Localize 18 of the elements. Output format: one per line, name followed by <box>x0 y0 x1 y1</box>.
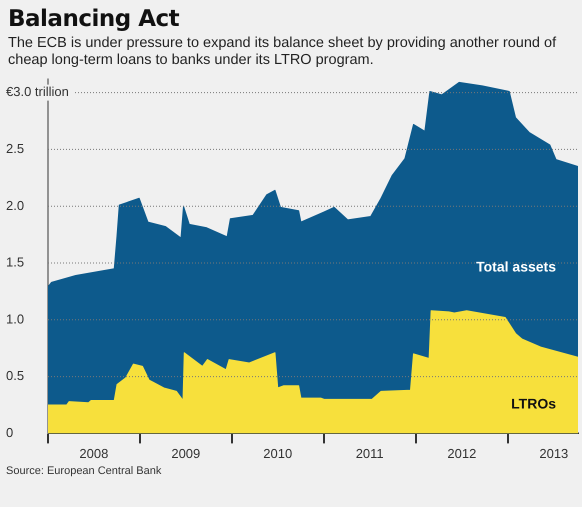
y-tick-label: €3.0 trillion <box>6 84 69 100</box>
y-tick-label: 1.0 <box>6 311 24 326</box>
y-tick-label: 0.5 <box>6 368 24 384</box>
x-tick-label: 2012 <box>447 446 476 461</box>
y-tick-label: 2.5 <box>6 141 24 156</box>
series-label: Total assets <box>476 258 556 274</box>
x-tick-label: 2011 <box>356 446 384 461</box>
x-tick-label: 2010 <box>263 446 292 461</box>
x-tick-label: 2009 <box>171 446 200 461</box>
y-tick-label: 0 <box>6 424 14 440</box>
chart-title: Balancing Act <box>8 6 180 32</box>
x-tick-label: 2013 <box>539 446 568 461</box>
y-tick-label: 1.5 <box>6 254 24 270</box>
source-note: Source: European Central Bank <box>6 465 162 477</box>
y-tick-label: 2.0 <box>6 198 24 213</box>
x-tick-label: 2008 <box>79 446 108 461</box>
chart-subtitle: The ECB is under pressure to expand its balance sheet by providing another round of cheap long-term loans to banks under its LTRO program. <box>8 35 558 69</box>
series-label: LTROs <box>511 395 556 412</box>
